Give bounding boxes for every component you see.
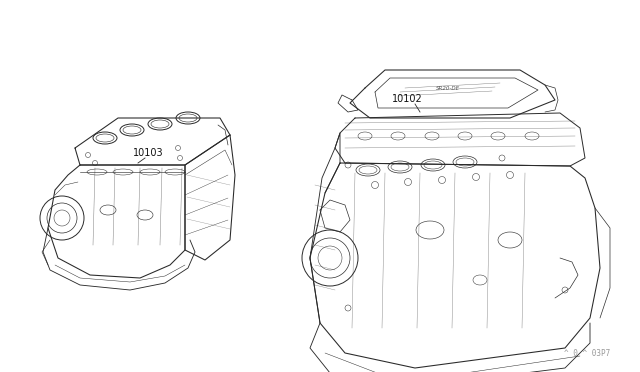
Text: SR20-DE: SR20-DE — [436, 86, 460, 90]
Text: 10102: 10102 — [392, 94, 423, 104]
Text: 10103: 10103 — [132, 148, 163, 158]
Text: ^ 0 ^ 03P7: ^ 0 ^ 03P7 — [564, 349, 610, 358]
